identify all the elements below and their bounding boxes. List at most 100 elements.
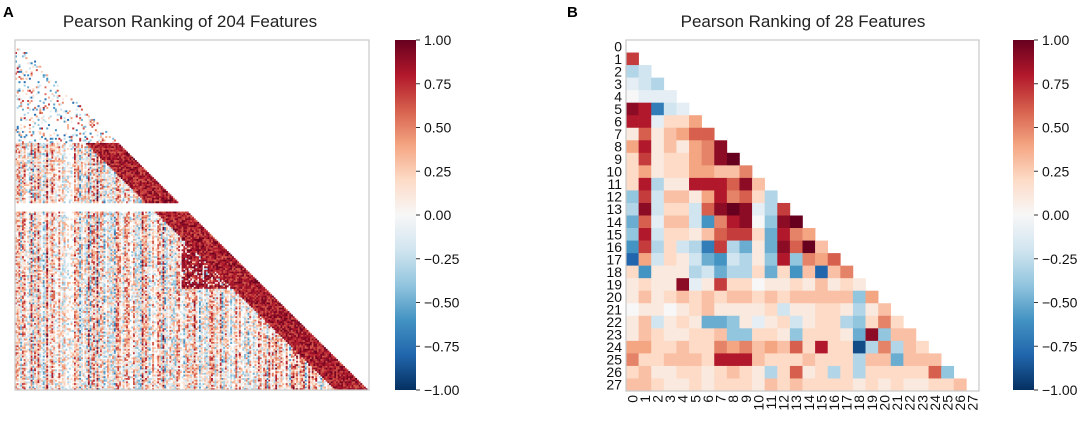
heatmap-cell [98, 236, 100, 238]
heatmap-cell [67, 253, 69, 255]
heatmap-cell [53, 212, 55, 214]
heatmap-cell [95, 172, 97, 174]
heatmap-cell [76, 217, 78, 219]
heatmap-cell [95, 224, 97, 226]
heatmap-cell [24, 224, 26, 226]
heatmap-cell [91, 230, 93, 232]
heatmap-cell [147, 196, 149, 198]
heatmap-cell [79, 215, 81, 217]
heatmap-cell [88, 242, 90, 244]
heatmap-cell [20, 201, 22, 203]
heatmap-cell [46, 78, 48, 80]
heatmap-cell [36, 212, 38, 214]
heatmap-cell [116, 172, 118, 174]
heatmap-cell [17, 176, 19, 178]
heatmap-cell [163, 232, 165, 234]
heatmap-cell [79, 213, 81, 215]
heatmap-cell [22, 213, 24, 215]
heatmap-cell [39, 150, 41, 152]
heatmap-cell [117, 167, 119, 169]
heatmap-cell [36, 93, 38, 95]
heatmap-cell [126, 177, 128, 179]
heatmap-cell [189, 236, 191, 238]
heatmap-cell [41, 164, 43, 166]
heatmap-cell [91, 160, 93, 162]
heatmap-cell [57, 194, 59, 196]
heatmap-cell [102, 140, 104, 142]
heatmap-cell [98, 222, 100, 224]
heatmap-cell [79, 189, 81, 191]
heatmap-cell [36, 181, 38, 183]
heatmap-cell [116, 236, 118, 238]
heatmap-cell [17, 148, 19, 150]
heatmap-cell [149, 246, 151, 248]
heatmap-cell [145, 249, 147, 251]
heatmap-cell [159, 186, 161, 188]
heatmap-cell [50, 141, 52, 143]
heatmap-cell [29, 97, 31, 99]
heatmap-cell [145, 189, 147, 191]
heatmap-cell [43, 133, 45, 135]
heatmap-cell [77, 232, 79, 234]
heatmap-cell [98, 174, 100, 176]
heatmap-cell [169, 222, 171, 224]
heatmap-cell [97, 239, 99, 241]
heatmap-cell [150, 200, 152, 202]
heatmap-cell [133, 242, 135, 244]
heatmap-cell [116, 176, 118, 178]
heatmap-cell [17, 179, 19, 181]
heatmap-cell [39, 143, 41, 145]
heatmap-cell [91, 194, 93, 196]
heatmap-cell [112, 232, 114, 234]
heatmap-cell [109, 225, 111, 227]
heatmap-cell [150, 229, 152, 231]
heatmap-cell [45, 248, 47, 250]
heatmap-cell [17, 198, 19, 200]
heatmap-cell [178, 230, 180, 232]
heatmap-cell [86, 172, 88, 174]
heatmap-cell [50, 196, 52, 198]
heatmap-cell [156, 253, 158, 255]
heatmap-cell [46, 218, 48, 220]
heatmap-cell [43, 236, 45, 238]
heatmap-cell [192, 225, 194, 227]
heatmap-cell [91, 176, 93, 178]
heatmap-cell [91, 239, 93, 241]
heatmap-cell [76, 251, 78, 253]
heatmap-cell [79, 254, 81, 256]
heatmap-cell [102, 189, 104, 191]
heatmap-cell [156, 218, 158, 220]
heatmap-cell [43, 234, 45, 236]
heatmap-cell [64, 191, 66, 193]
heatmap-cell [29, 212, 31, 214]
heatmap-cell [195, 253, 197, 255]
heatmap-cell [60, 234, 62, 236]
heatmap-cell [38, 157, 40, 159]
heatmap-cell [124, 225, 126, 227]
heatmap-cell [51, 201, 53, 203]
heatmap-cell [102, 222, 104, 224]
heatmap-cell [39, 186, 41, 188]
heatmap-cell [38, 201, 40, 203]
heatmap-cell [57, 222, 59, 224]
heatmap-cell [50, 194, 52, 196]
heatmap-cell [58, 229, 60, 231]
heatmap-cell [46, 152, 48, 154]
heatmap-cell [135, 174, 137, 176]
heatmap-cell [107, 145, 109, 147]
heatmap-cell [216, 241, 218, 243]
heatmap-cell [117, 236, 119, 238]
heatmap-cell [149, 212, 151, 214]
heatmap-cell [112, 236, 114, 238]
heatmap-cell [51, 164, 53, 166]
heatmap-cell [145, 241, 147, 243]
heatmap-cell [29, 109, 31, 111]
heatmap-cell [58, 230, 60, 232]
heatmap-cell [197, 253, 199, 255]
heatmap-cell [138, 164, 140, 166]
heatmap-cell [34, 170, 36, 172]
heatmap-cell [20, 162, 22, 164]
heatmap-cell [51, 150, 53, 152]
heatmap-cell [39, 184, 41, 186]
heatmap-cell [45, 146, 47, 148]
